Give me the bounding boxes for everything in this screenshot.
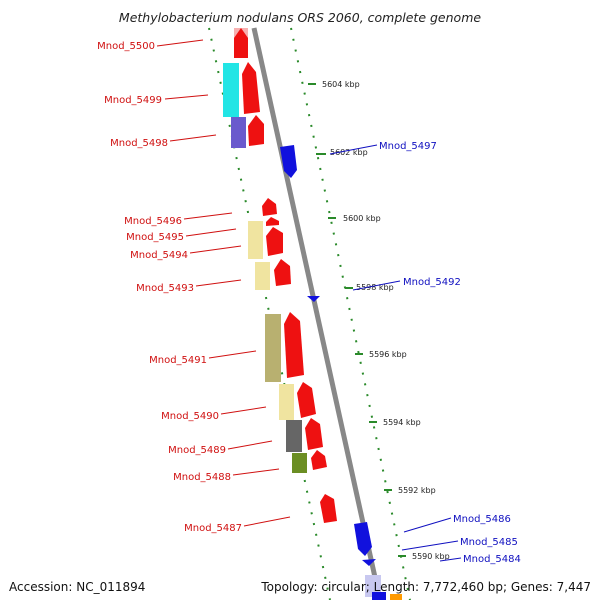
- scale-label: 5594 kbp: [383, 418, 421, 427]
- left-gene-labels: Mnod_5500 Mnod_5499 Mnod_5498 Mnod_5496 …: [97, 39, 291, 534]
- forward-gene-arrow: [248, 115, 264, 146]
- gene-label[interactable]: Mnod_5492: [403, 277, 461, 288]
- forward-gene-arrow: [242, 62, 260, 114]
- gene-label[interactable]: Mnod_5489: [168, 445, 226, 456]
- gene-label[interactable]: Mnod_5496: [124, 216, 182, 227]
- gene-label[interactable]: Mnod_5487: [184, 523, 242, 534]
- feature-block: [279, 384, 294, 420]
- feature-block: [231, 117, 246, 148]
- scale-label: 5600 kbp: [343, 214, 381, 223]
- forward-gene-arrow: [234, 28, 248, 58]
- gene-label[interactable]: Mnod_5490: [161, 411, 219, 422]
- forward-gene-arrow: [274, 259, 291, 286]
- gene-label[interactable]: Mnod_5500: [97, 41, 155, 52]
- feature-block: [248, 221, 263, 259]
- forward-gene-arrow: [266, 217, 279, 226]
- map-title: Methylobacterium nodulans ORS 2060, comp…: [119, 10, 481, 25]
- feature-block: [390, 594, 402, 600]
- reverse-gene-arrow: [362, 559, 376, 566]
- forward-gene-arrow: [284, 312, 304, 378]
- gene-label[interactable]: Mnod_5497: [379, 141, 437, 152]
- forward-gene-arrow: [305, 418, 323, 450]
- forward-gene-arrow: [320, 494, 337, 523]
- outer-tick-ring: [290, 27, 411, 600]
- gene-label[interactable]: Mnod_5486: [453, 514, 511, 525]
- feature-block: [255, 262, 270, 290]
- reverse-gene-arrow: [307, 296, 320, 302]
- genome-summary-text: Topology: circular; Length: 7,772,460 bp…: [261, 580, 591, 594]
- scale-label: 5590 kbp: [412, 552, 450, 561]
- gene-label[interactable]: Mnod_5488: [173, 472, 231, 483]
- gene-label[interactable]: Mnod_5495: [126, 232, 184, 243]
- forward-gene-arrow: [262, 198, 277, 216]
- gene-label[interactable]: Mnod_5498: [110, 138, 168, 149]
- scale-label: 5598 kbp: [356, 283, 394, 292]
- forward-gene-arrow: [297, 382, 316, 418]
- reverse-gene-arrow: [280, 145, 297, 178]
- genome-backbone: [251, 27, 383, 600]
- reverse-gene-arrow: [354, 522, 372, 556]
- reverse-gene-arrow: [372, 592, 386, 600]
- scale-label: 5592 kbp: [398, 486, 436, 495]
- forward-gene-arrow: [311, 450, 327, 470]
- scale-label: 5604 kbp: [322, 80, 360, 89]
- gene-label[interactable]: Mnod_5491: [149, 355, 207, 366]
- gene-label[interactable]: Mnod_5485: [460, 537, 518, 548]
- accession-text: Accession: NC_011894: [9, 580, 146, 594]
- feature-block: [292, 453, 307, 473]
- gene-label[interactable]: Mnod_5493: [136, 283, 194, 294]
- right-gene-labels: Mnod_5497 Mnod_5492 Mnod_5486 Mnod_5485 …: [329, 141, 521, 565]
- feature-block: [265, 314, 281, 382]
- scale-label: 5596 kbp: [369, 350, 407, 359]
- gene-label[interactable]: Mnod_5499: [104, 95, 162, 106]
- feature-block: [365, 575, 381, 597]
- gene-label[interactable]: Mnod_5494: [130, 250, 188, 261]
- scale-label: 5602 kbp: [330, 148, 368, 157]
- feature-block: [223, 63, 239, 117]
- feature-block: [286, 420, 302, 452]
- scale-marks: 5604 kbp 5602 kbp 5600 kbp 5598 kbp 5596…: [308, 80, 450, 561]
- forward-gene-arrow: [266, 227, 283, 256]
- gene-label[interactable]: Mnod_5484: [463, 554, 521, 565]
